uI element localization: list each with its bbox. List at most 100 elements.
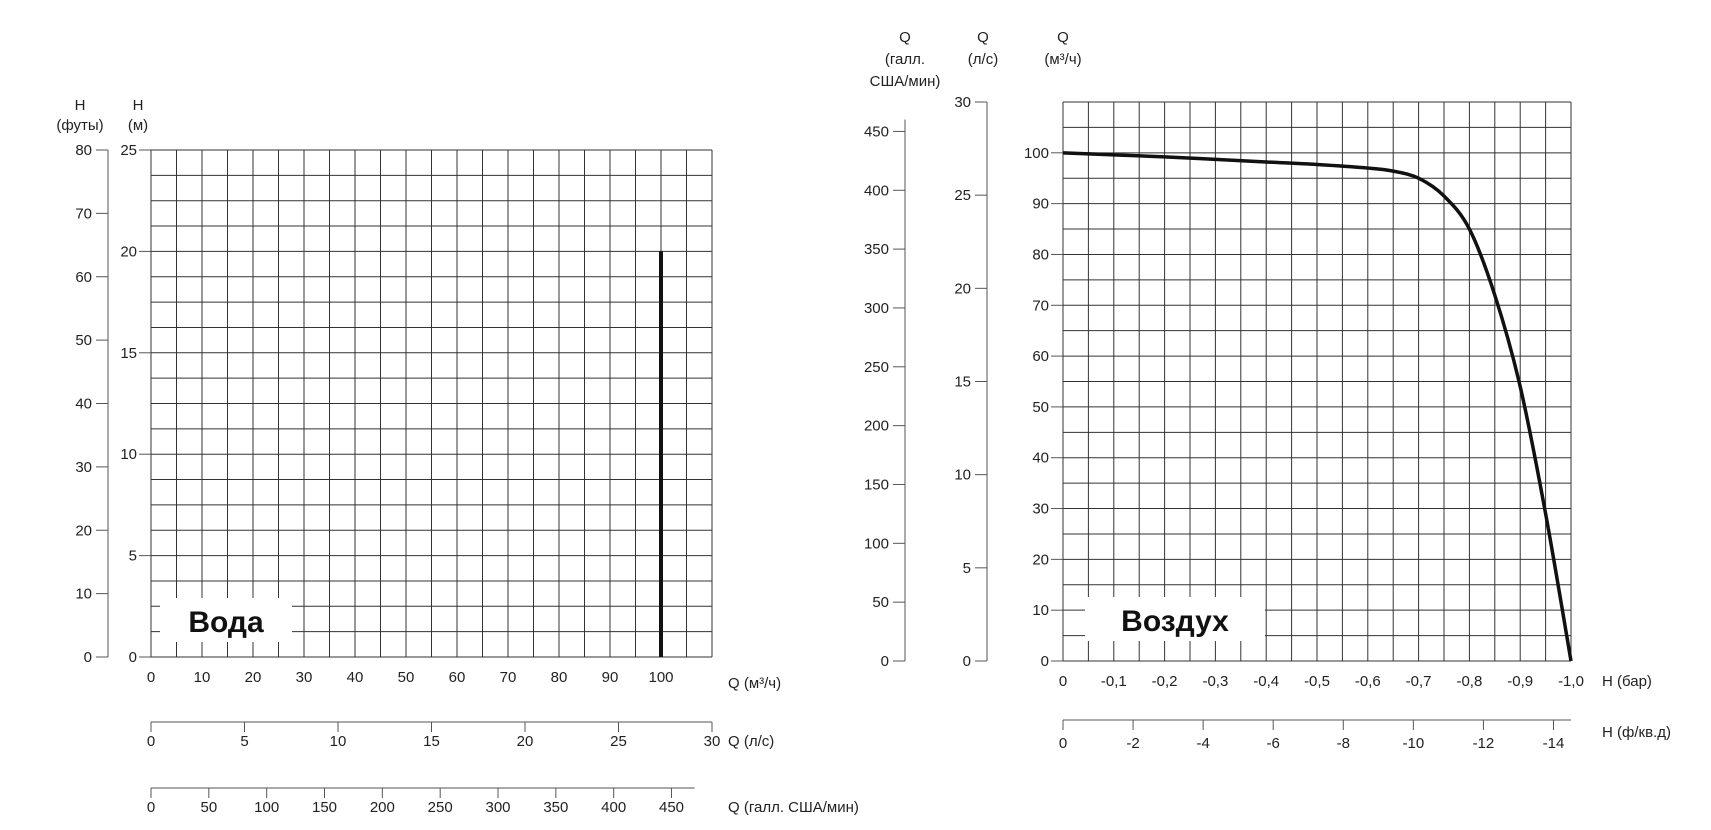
x-axis-psi-label: H (ф/кв.д): [1602, 724, 1671, 741]
x-tick-label-psi: -12: [1473, 735, 1495, 752]
y-tick-label-ls: 5: [963, 560, 971, 577]
x-axis-gpm-label: Q (галл. США/мин): [728, 799, 859, 816]
y-axis-header-label: Q: [1057, 29, 1069, 46]
x-tick-label-gpm: 250: [428, 799, 453, 816]
y-axis-header-label: Q: [899, 29, 911, 46]
x-tick-label-ls: 5: [240, 733, 248, 750]
y-tick-label-meters: 25: [120, 142, 137, 159]
y-tick-label-gpm: 50: [872, 594, 889, 611]
y-axis-header-label: США/мин): [870, 73, 941, 90]
x-tick-label-psi: -2: [1126, 735, 1139, 752]
x-tick-label-m3h: 0: [147, 669, 155, 686]
y-tick-label-gpm: 350: [864, 241, 889, 258]
y-tick-label-ls: 15: [954, 374, 971, 391]
y-axis-header-label: (галл.: [885, 51, 925, 68]
x-tick-label-psi: -4: [1196, 735, 1209, 752]
x-tick-label-bar: -0,3: [1202, 673, 1228, 690]
y-tick-label-m3h: 0: [1041, 653, 1049, 670]
y-tick-label-meters: 0: [129, 649, 137, 666]
y-axis-feet-label-bottom: (футы): [56, 117, 103, 134]
y-tick-label-m3h: 90: [1032, 196, 1049, 213]
y-tick-label-m3h: 40: [1032, 450, 1049, 467]
x-tick-label-m3h: 70: [500, 669, 517, 686]
y-tick-label-feet: 50: [75, 332, 92, 349]
water-label: Вода: [188, 606, 264, 639]
y-tick-label-m3h: 100: [1024, 145, 1049, 162]
x-axis-bar-label: H (бар): [1602, 673, 1652, 690]
x-tick-label-gpm: 450: [659, 799, 684, 816]
x-tick-label-bar: -0,7: [1406, 673, 1432, 690]
x-tick-label-ls: 20: [517, 733, 534, 750]
x-tick-label-psi: -14: [1543, 735, 1565, 752]
x-tick-label-bar: -0,6: [1355, 673, 1381, 690]
air-series-line: [1062, 151, 1573, 662]
y-tick-label-meters: 15: [120, 345, 137, 362]
y-tick-label-meters: 10: [120, 446, 137, 463]
y-tick-label-feet: 70: [75, 205, 92, 222]
y-tick-label-feet: 10: [75, 586, 92, 603]
x-tick-label-bar: -0,4: [1253, 673, 1279, 690]
y-axis-meters-label-bottom: (м): [128, 117, 148, 134]
y-tick-label-meters: 20: [120, 243, 137, 260]
y-tick-label-meters: 5: [129, 548, 137, 565]
y-tick-label-ls: 20: [954, 280, 971, 297]
y-tick-label-gpm: 250: [864, 359, 889, 376]
y-tick-label-m3h: 30: [1032, 501, 1049, 518]
y-tick-label-ls: 30: [954, 94, 971, 111]
x-tick-label-m3h: 30: [296, 669, 313, 686]
water-label-box: [160, 598, 292, 642]
x-tick-label-ls: 15: [423, 733, 440, 750]
air-label-box: [1085, 597, 1265, 641]
x-tick-label-bar: -0,8: [1456, 673, 1482, 690]
air-grid: [1062, 101, 1572, 662]
x-tick-label-gpm: 400: [601, 799, 626, 816]
x-tick-label-m3h: 100: [648, 669, 673, 686]
x-tick-label-psi: -6: [1267, 735, 1280, 752]
x-tick-label-gpm: 300: [485, 799, 510, 816]
water-chart: Вода01020304050607080H(футы)0510152025H(…: [56, 97, 859, 816]
x-tick-label-gpm: 200: [370, 799, 395, 816]
y-tick-label-ls: 0: [963, 653, 971, 670]
x-tick-label-psi: -10: [1403, 735, 1425, 752]
water-grid: [150, 149, 713, 658]
y-tick-label-feet: 40: [75, 396, 92, 413]
x-axis-ls-label: Q (л/с): [728, 733, 774, 750]
y-tick-label-feet: 20: [75, 522, 92, 539]
y-tick-label-ls: 25: [954, 187, 971, 204]
x-tick-label-gpm: 0: [147, 799, 155, 816]
y-axis-meters-label-top: H: [133, 97, 144, 114]
x-tick-label-gpm: 50: [200, 799, 217, 816]
x-tick-label-m3h: 90: [602, 669, 619, 686]
y-tick-label-gpm: 450: [864, 123, 889, 140]
y-tick-label-m3h: 50: [1032, 399, 1049, 416]
y-tick-label-feet: 30: [75, 459, 92, 476]
x-tick-label-bar: -0,1: [1101, 673, 1127, 690]
x-tick-label-m3h: 40: [347, 669, 364, 686]
y-tick-label-feet: 60: [75, 269, 92, 286]
y-tick-label-m3h: 20: [1032, 551, 1049, 568]
y-tick-label-gpm: 400: [864, 182, 889, 199]
x-axis-m3h-label: Q (м³/ч): [728, 675, 781, 692]
y-tick-label-m3h: 10: [1032, 602, 1049, 619]
x-tick-label-m3h: 20: [245, 669, 262, 686]
x-tick-label-m3h: 80: [551, 669, 568, 686]
y-tick-label-m3h: 60: [1032, 348, 1049, 365]
y-tick-label-gpm: 150: [864, 476, 889, 493]
air-chart: Воздух 0 10 20 30 40 50 60 70 80 90 100 0 5 10 15 20 25 30…: [864, 29, 1671, 752]
x-tick-label-bar: -1,0: [1558, 673, 1584, 690]
x-tick-label-bar: -0,9: [1507, 673, 1533, 690]
y-tick-label-feet: 80: [75, 142, 92, 159]
y-tick-label-m3h: 80: [1032, 246, 1049, 263]
x-tick-label-ls: 0: [147, 733, 155, 750]
x-tick-label-ls: 25: [610, 733, 627, 750]
y-tick-label-gpm: 300: [864, 300, 889, 317]
y-axis-header-label: (л/с): [968, 51, 998, 68]
y-tick-label-ls: 10: [954, 467, 971, 484]
y-axis-header-label: Q: [977, 29, 989, 46]
x-tick-label-psi: -8: [1337, 735, 1350, 752]
x-tick-label-bar: -0,2: [1152, 673, 1178, 690]
x-tick-label-psi: 0: [1059, 735, 1067, 752]
y-axis-feet-label-top: H: [75, 97, 86, 114]
x-tick-label-gpm: 150: [312, 799, 337, 816]
